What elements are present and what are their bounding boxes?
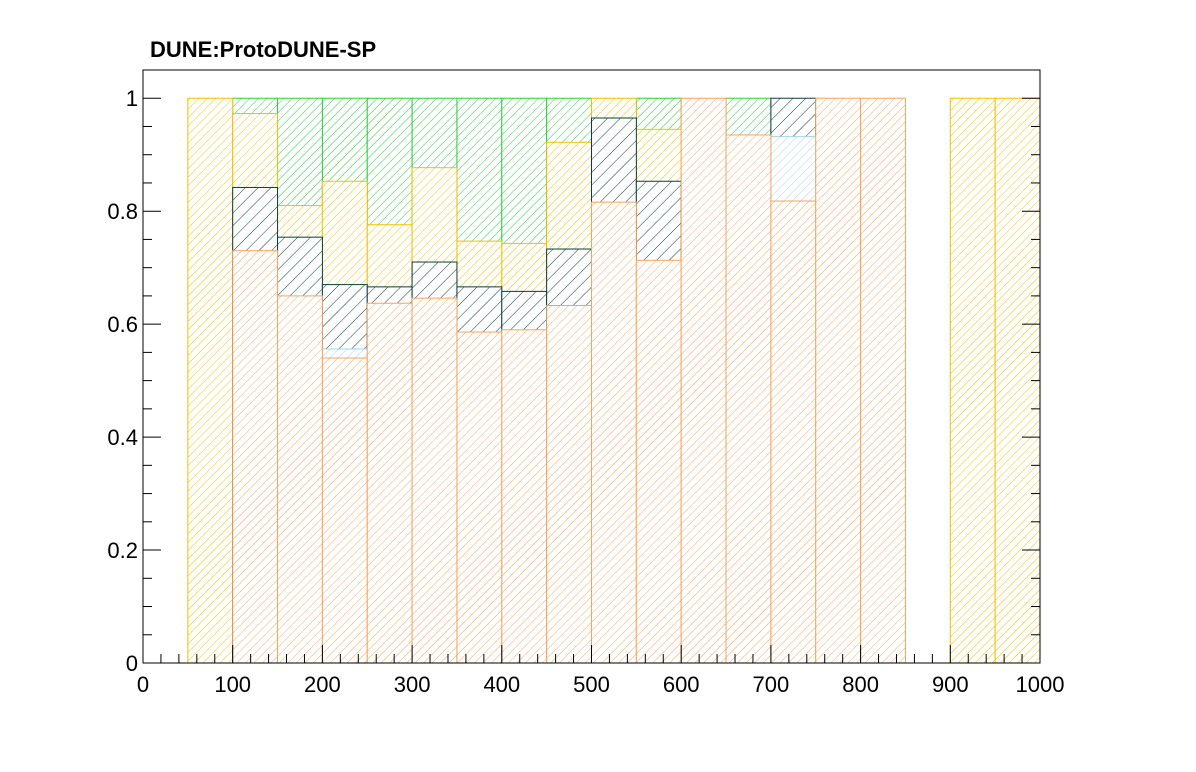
histogram-bar — [680, 97, 727, 664]
histogram-bar — [591, 201, 637, 664]
x-tick-label: 1000 — [1016, 672, 1065, 697]
x-tick-label: 300 — [394, 672, 431, 697]
x-tick-label: 0 — [137, 672, 149, 697]
y-tick-label: 0.4 — [107, 425, 138, 450]
x-tick-label: 600 — [663, 672, 700, 697]
histogram-bar — [411, 297, 458, 664]
histogram-bar — [860, 97, 906, 664]
y-tick-label: 0 — [126, 651, 138, 676]
histogram-bar — [456, 331, 503, 664]
y-tick-label: 1 — [126, 86, 138, 111]
labels-layer: 0 100 200 300 400 500 600 700 800 900 1000 0 0.2 0.4 0… — [107, 86, 1064, 697]
histogram-bar — [815, 97, 862, 664]
x-tick-label: 500 — [573, 672, 610, 697]
x-tick-label: 200 — [304, 672, 341, 697]
x-tick-label: 100 — [214, 672, 251, 697]
histogram-bar — [321, 357, 368, 664]
histogram-bar — [277, 295, 323, 664]
histogram-bar — [546, 305, 593, 664]
histogram-bar — [725, 134, 772, 664]
histogram-bar — [501, 329, 548, 664]
x-tick-label: 900 — [932, 672, 969, 697]
bars-layer — [187, 97, 1041, 664]
y-tick-label: 0.6 — [107, 312, 138, 337]
series-4 — [232, 97, 906, 664]
histogram-bar — [635, 259, 682, 664]
histogram-bar — [187, 97, 234, 664]
chart-title: DUNE:ProtoDUNE-SP — [150, 37, 376, 62]
histogram-bar — [366, 302, 413, 664]
histogram-bar — [770, 200, 817, 664]
y-tick-label: 0.8 — [107, 199, 138, 224]
histogram-bar — [949, 97, 996, 664]
x-tick-label: 700 — [753, 672, 790, 697]
y-tick-label: 0.2 — [107, 538, 138, 563]
x-tick-label: 400 — [483, 672, 520, 697]
ticks-layer — [142, 97, 1041, 664]
x-tick-label: 800 — [842, 672, 879, 697]
histogram-bar — [232, 250, 279, 664]
